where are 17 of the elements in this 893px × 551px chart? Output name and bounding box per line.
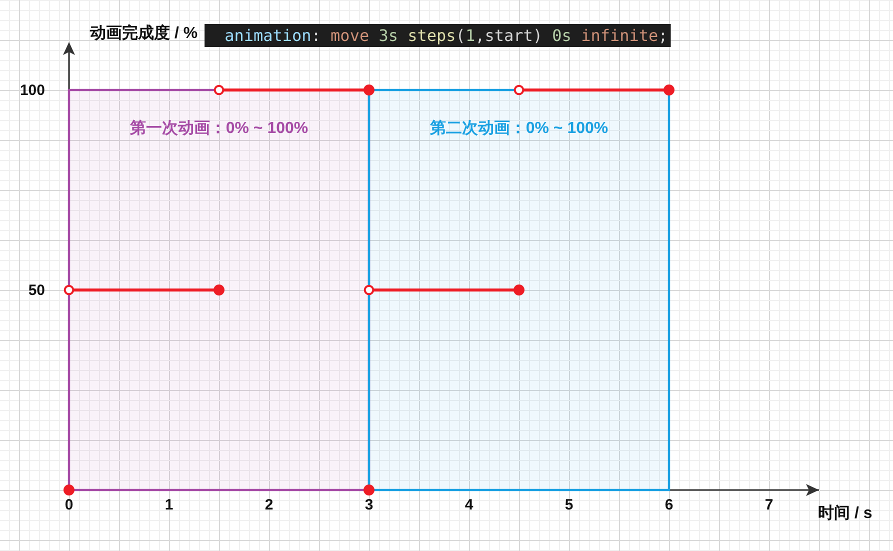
y-tick-label: 50	[28, 282, 45, 299]
x-tick-label: 5	[564, 496, 574, 514]
y-tick-label: 100	[20, 82, 45, 99]
x-tick-label: 7	[764, 496, 774, 514]
point	[364, 484, 374, 496]
point	[64, 484, 74, 496]
x-tick-label: 4	[464, 496, 474, 514]
band-label: 第二次动画：0% ~ 100%	[428, 119, 608, 137]
x-tick-label: 3	[364, 496, 374, 514]
band-label: 第一次动画：0% ~ 100%	[128, 119, 308, 137]
chart-title: animation: move 3s steps(1,start) 0s infinite;	[224, 26, 668, 45]
x-tick-label: 0	[64, 496, 74, 514]
x-tick-label: 2	[264, 496, 274, 514]
x-tick-label: 6	[664, 496, 674, 514]
x-tick-label: 1	[164, 496, 174, 514]
y-axis-title: 动画完成度 / %	[89, 23, 198, 42]
x-axis-title: 时间 / s	[818, 504, 872, 522]
